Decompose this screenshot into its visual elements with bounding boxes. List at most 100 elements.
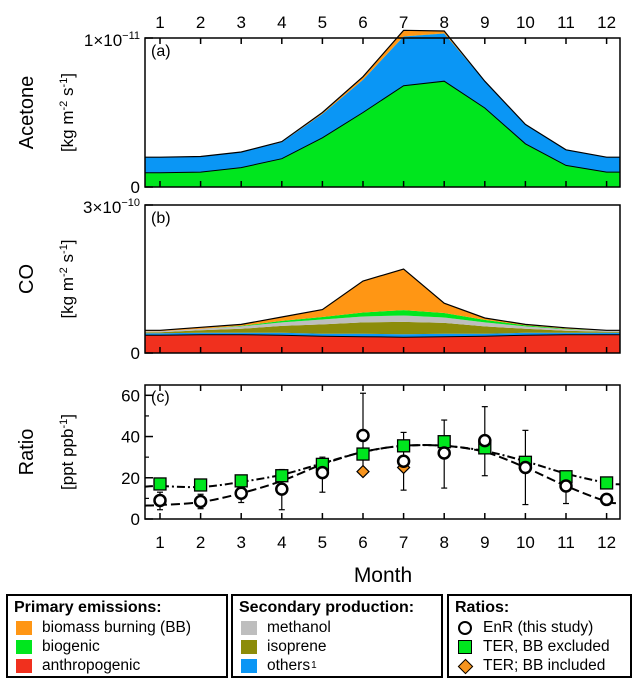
others-swatch — [241, 658, 257, 673]
y-axis-label: Ratio — [16, 429, 38, 476]
x-tick-label: 8 — [439, 533, 448, 552]
boundary-line-total — [145, 29, 620, 158]
x-tick-label: 5 — [318, 533, 327, 552]
x-axis-title: Month — [354, 564, 412, 587]
orange-diamond-marker-icon — [457, 658, 474, 674]
square-point-ter-bb-excluded — [193, 478, 208, 492]
top-x-tick-label: 8 — [439, 13, 448, 32]
top-x-tick-label: 5 — [318, 13, 327, 32]
y-tick-label: 40 — [121, 428, 140, 447]
unit-exponent: -1 — [58, 419, 70, 429]
x-tick-label: 11 — [557, 533, 575, 552]
legend-item-others: others 1 — [241, 656, 441, 675]
circle-point-enr — [396, 454, 411, 469]
panel-frame — [144, 37, 621, 188]
area-biomass-burning-bb--panel-a — [145, 30, 620, 158]
legend-primary: Primary emissions: biomass burning (BB) … — [6, 594, 228, 678]
legend-label: TER; BB included — [483, 656, 606, 674]
y-max-mantissa: 1×10 — [84, 31, 122, 50]
legend-label: biomass burning (BB) — [42, 618, 192, 636]
legend-label: isoprene — [267, 637, 327, 655]
anthropogenic-swatch — [16, 658, 32, 673]
top-x-tick-label: 3 — [236, 13, 245, 32]
y-axis-unit: [kg m-2 s-1] — [58, 73, 77, 152]
legend-secondary-title: Secondary production: — [239, 599, 415, 616]
circle-point-enr — [315, 465, 330, 480]
legend-item-ter-bb-included: TER; BB included — [457, 656, 630, 675]
legend-ratios: Ratios: EnR (this study) TER, BB exclude… — [447, 594, 632, 678]
circle-point-enr — [193, 494, 208, 509]
area-methanol-panel-b — [145, 315, 620, 333]
unit-text: ] — [58, 414, 77, 419]
square-point-ter-bb-excluded — [437, 435, 451, 449]
x-tick-label: 3 — [236, 533, 245, 552]
top-x-tick-label: 9 — [480, 13, 489, 32]
diamond-point-ter-bb-included — [356, 464, 370, 479]
methanol-swatch — [241, 620, 257, 635]
legend-item-biogenic: biogenic — [16, 637, 226, 656]
circle-point-enr — [234, 486, 248, 500]
y-axis-unit: [ppt ppb-1] — [58, 414, 77, 490]
x-tick-label: 6 — [358, 533, 367, 552]
x-tick-label: 2 — [196, 533, 205, 552]
circle-point-enr — [599, 492, 614, 507]
unit-exponent: -1 — [58, 78, 70, 88]
x-tick-label: 7 — [399, 533, 408, 552]
unit-text: [kg m — [58, 277, 77, 319]
legend-footnote-marker: 1 — [311, 660, 317, 671]
circle-point-enr — [518, 460, 533, 475]
circle-point-enr — [437, 446, 451, 460]
legend-ratios-title: Ratios: — [455, 599, 510, 616]
biomass-burning-swatch — [16, 620, 32, 635]
unit-text: s — [58, 87, 77, 100]
legend-label: others — [267, 656, 311, 674]
unit-exponent: -1 — [58, 244, 70, 254]
legend-item-enr: EnR (this study) — [457, 618, 630, 637]
area-anthropogenic-panel-b — [145, 334, 620, 353]
y-tick-label-max: 1×10−11 — [84, 30, 140, 50]
unit-exponent: -2 — [58, 267, 70, 277]
top-x-tick-label: 11 — [557, 13, 575, 32]
y-max-exponent: −11 — [122, 30, 140, 42]
x-tick-label: 9 — [480, 533, 489, 552]
biogenic-swatch — [16, 639, 32, 654]
unit-text: s — [58, 254, 77, 267]
unit-text: [kg m — [58, 110, 77, 152]
circle-point-enr — [153, 493, 167, 508]
x-tick-label: 10 — [516, 533, 535, 552]
y-tick-label-max: 3×10−10 — [83, 197, 140, 217]
y-axis-label: Acetone — [16, 76, 38, 149]
open-circle-marker-icon — [457, 620, 473, 636]
y-axis-label: CO — [16, 264, 38, 294]
square-point-ter-bb-excluded — [234, 474, 248, 488]
x-tick-label: 12 — [597, 533, 616, 552]
isoprene-swatch — [241, 639, 257, 654]
legend-item-anthropogenic: anthropogenic — [16, 656, 226, 675]
legend-label: methanol — [267, 618, 331, 636]
y-tick-label: 20 — [121, 469, 140, 488]
area-isoprene-panel-b — [145, 321, 620, 335]
unit-text: ] — [58, 73, 77, 78]
area-biogenic-panel-b — [145, 310, 620, 332]
boundary-line-total — [145, 268, 620, 331]
panel-label: (a) — [151, 43, 171, 60]
legend-secondary: Secondary production: methanol isoprene … — [231, 594, 443, 678]
legend-item-isoprene: isoprene — [241, 637, 441, 656]
legend-item-biomass-burning: biomass burning (BB) — [16, 618, 226, 637]
area-others-panel-b — [145, 332, 620, 338]
square-point-ter-bb-excluded — [599, 476, 614, 490]
circle-point-enr — [559, 479, 573, 493]
legend-label: biogenic — [42, 637, 100, 655]
legend-label: TER, BB excluded — [483, 637, 610, 655]
panel-label: (b) — [151, 210, 171, 227]
area-biomass-burning-bb--panel-b — [145, 269, 620, 332]
green-square-marker-icon — [457, 639, 473, 655]
panel-label: (c) — [151, 389, 170, 406]
y-tick-label: 60 — [121, 386, 140, 405]
square-point-ter-bb-excluded — [396, 439, 411, 453]
x-tick-label: 4 — [277, 533, 286, 552]
circle-point-enr — [275, 482, 289, 496]
circle-point-enr — [356, 428, 370, 443]
unit-text: [ppt ppb — [58, 429, 77, 490]
